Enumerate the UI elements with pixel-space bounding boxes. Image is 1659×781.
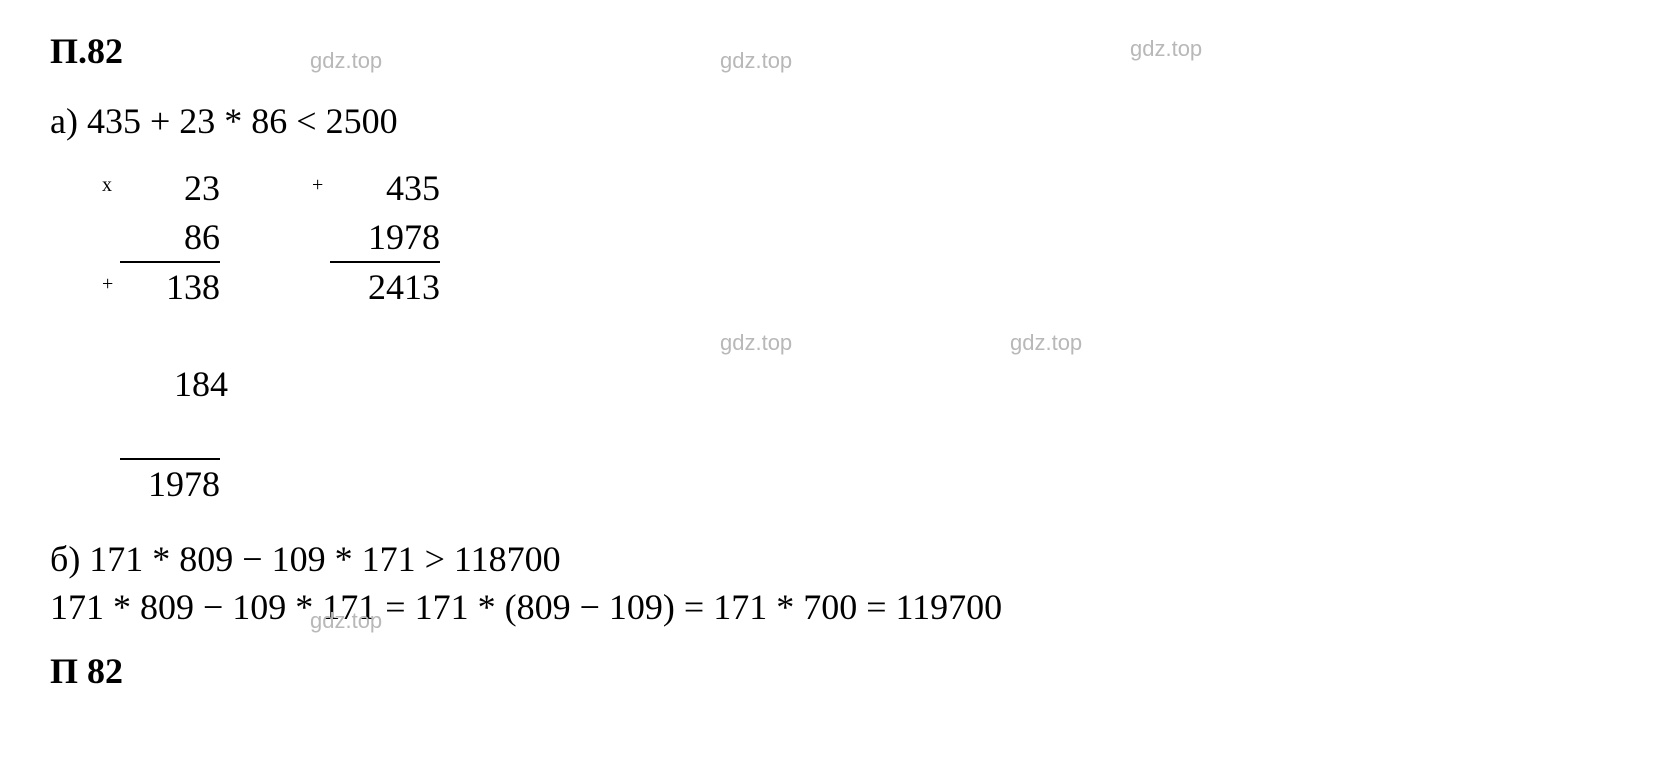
calc-row: + 138	[120, 263, 220, 312]
plus-sign: +	[312, 172, 323, 199]
multiplication-column: x 23 86 + 138 184 1978	[120, 164, 220, 508]
watermark: gdz.top	[310, 608, 382, 634]
calc-value: 86	[184, 217, 220, 257]
calc-result: 2413	[330, 263, 440, 312]
watermark: gdz.top	[720, 330, 792, 356]
next-problem-heading: П 82	[50, 650, 1609, 692]
calc-row: 86	[120, 213, 220, 264]
calc-value: 1978	[148, 464, 220, 504]
calc-result: 1978	[120, 460, 220, 509]
calc-row: 184	[120, 312, 220, 460]
watermark: gdz.top	[1010, 330, 1082, 356]
calc-row: x 23	[120, 164, 220, 213]
part-a-expression: а) 435 + 23 * 86 < 2500	[50, 100, 1609, 142]
watermark: gdz.top	[720, 48, 792, 74]
calc-value: 184	[174, 364, 246, 404]
part-b-block: б) 171 * 809 − 109 * 171 > 118700 171 * …	[50, 538, 1609, 628]
addition-column: + 435 1978 2413	[330, 164, 440, 508]
calc-value: 1978	[368, 217, 440, 257]
plus-sign: +	[102, 271, 113, 298]
calculation-block: x 23 86 + 138 184 1978 + 435 1978 2413	[120, 164, 1609, 508]
calc-value: 2413	[368, 267, 440, 307]
calc-row: 1978	[330, 213, 440, 264]
watermark: gdz.top	[310, 48, 382, 74]
problem-heading: П.82	[50, 30, 1609, 72]
part-b-solution: 171 * 809 − 109 * 171 = 171 * (809 − 109…	[50, 586, 1609, 628]
watermark: gdz.top	[1130, 36, 1202, 62]
calc-value: 435	[386, 168, 440, 208]
calc-row: + 435	[330, 164, 440, 213]
calc-value: 23	[184, 168, 220, 208]
multiply-sign: x	[102, 172, 112, 199]
calc-value: 138	[166, 267, 220, 307]
part-b-expression: б) 171 * 809 − 109 * 171 > 118700	[50, 538, 1609, 580]
